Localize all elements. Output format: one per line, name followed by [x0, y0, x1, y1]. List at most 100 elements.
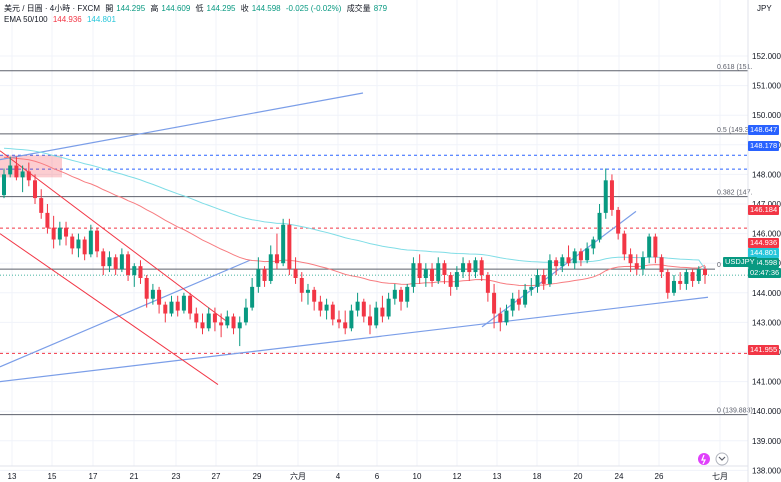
candle-body[interactable] [529, 286, 534, 290]
candle-body[interactable] [386, 298, 391, 317]
candle-body[interactable] [312, 289, 317, 302]
candle-body[interactable] [64, 227, 69, 237]
candle-body[interactable] [225, 316, 230, 326]
trendline[interactable] [0, 92, 364, 161]
candle-body[interactable] [20, 171, 25, 178]
candle-body[interactable] [119, 254, 124, 270]
candle-body[interactable] [585, 248, 590, 261]
candle-body[interactable] [423, 269, 428, 278]
candle-body[interactable] [411, 263, 416, 287]
trendline[interactable] [0, 259, 251, 368]
candle-body[interactable] [678, 280, 683, 284]
candle-body[interactable] [566, 257, 571, 264]
candle-body[interactable] [492, 292, 497, 314]
candle-body[interactable] [392, 289, 397, 299]
candle-body[interactable] [361, 301, 366, 317]
candle-body[interactable] [671, 280, 676, 293]
candle-body[interactable] [380, 307, 385, 317]
candle-body[interactable] [33, 180, 38, 199]
candle-body[interactable] [26, 171, 31, 181]
symbol-header[interactable]: 美元 / 日圓 · 4小時 · FXCM 開 144.295 高 144.609 低… [4, 3, 390, 14]
candle-body[interactable] [554, 260, 559, 267]
candle-body[interactable] [39, 198, 44, 213]
candle-body[interactable] [293, 269, 298, 278]
candle-body[interactable] [8, 165, 13, 175]
candle-body[interactable] [640, 257, 645, 270]
level-tag-148647[interactable]: 148.647 [748, 125, 780, 135]
candle-body[interactable] [653, 236, 658, 258]
candle-body[interactable] [318, 301, 323, 311]
candle-body[interactable] [659, 257, 664, 273]
candle-body[interactable] [616, 209, 621, 234]
candle-body[interactable] [101, 251, 106, 267]
candle-body[interactable] [516, 298, 521, 305]
candle-body[interactable] [374, 307, 379, 326]
candle-body[interactable] [578, 251, 583, 261]
candle-body[interactable] [305, 289, 310, 293]
candle-body[interactable] [454, 272, 459, 287]
candle-body[interactable] [70, 236, 75, 249]
candle-body[interactable] [281, 224, 286, 264]
goto-realtime-icon[interactable] [715, 452, 729, 466]
candle-body[interactable] [467, 263, 472, 273]
candle-body[interactable] [448, 275, 453, 287]
trendline[interactable] [481, 210, 637, 328]
level-tag-148178[interactable]: 148.178 [748, 141, 780, 151]
candle-body[interactable] [399, 289, 404, 302]
candle-body[interactable] [157, 289, 162, 305]
candle-body[interactable] [330, 304, 335, 320]
candle-body[interactable] [510, 298, 515, 311]
candle-body[interactable] [2, 174, 6, 196]
candle-body[interactable] [609, 180, 614, 210]
candle-body[interactable] [76, 239, 81, 249]
candle-body[interactable] [163, 304, 168, 314]
candle-body[interactable] [535, 275, 540, 287]
candle-body[interactable] [194, 313, 199, 323]
candle-body[interactable] [368, 316, 373, 326]
level-tag-146184[interactable]: 146.184 [748, 205, 780, 215]
candle-body[interactable] [479, 260, 484, 276]
candle-body[interactable] [268, 254, 273, 281]
candle-body[interactable] [634, 263, 639, 270]
candle-body[interactable] [299, 278, 304, 293]
candle-body[interactable] [200, 322, 205, 329]
candle-body[interactable] [237, 322, 242, 329]
candle-body[interactable] [603, 180, 608, 213]
candle-body[interactable] [622, 233, 627, 255]
candle-body[interactable] [690, 272, 695, 281]
candle-body[interactable] [485, 275, 490, 293]
candle-body[interactable] [473, 260, 478, 273]
candle-body[interactable] [287, 224, 292, 270]
candle-body[interactable] [541, 275, 546, 284]
candle-body[interactable] [336, 319, 341, 323]
candle-body[interactable] [95, 230, 100, 252]
candle-body[interactable] [684, 272, 689, 284]
candle-body[interactable] [256, 269, 261, 287]
channel-line[interactable] [0, 233, 219, 385]
candle-body[interactable] [436, 263, 441, 281]
candle-body[interactable] [231, 316, 236, 329]
candle-body[interactable] [274, 254, 279, 264]
candle-body[interactable] [51, 227, 56, 240]
candle-body[interactable] [181, 295, 186, 311]
level-tag-141955[interactable]: 141.955 [748, 345, 780, 355]
candle-body[interactable] [504, 310, 509, 323]
candle-body[interactable] [169, 301, 174, 314]
candle-body[interactable] [262, 269, 267, 281]
candle-body[interactable] [597, 212, 602, 240]
candle-body[interactable] [88, 230, 93, 255]
candle-body[interactable] [343, 322, 348, 329]
candle-body[interactable] [628, 254, 633, 264]
candle-body[interactable] [461, 263, 466, 273]
candles[interactable] [2, 156, 707, 347]
symbol-title[interactable]: 美元 / 日圓 · 4小時 · FXCM [4, 4, 100, 13]
time-axis[interactable]: 13 15 17 21 23 27 29 六月 4 6 10 12 13 18 20 24 26 七月 [8, 471, 728, 481]
candle-body[interactable] [355, 301, 360, 311]
candle-body[interactable] [703, 269, 707, 276]
clock-icon[interactable] [698, 453, 710, 465]
candle-body[interactable] [206, 313, 211, 329]
candle-body[interactable] [175, 301, 180, 311]
candle-body[interactable] [14, 165, 19, 178]
candle-body[interactable] [572, 251, 577, 264]
